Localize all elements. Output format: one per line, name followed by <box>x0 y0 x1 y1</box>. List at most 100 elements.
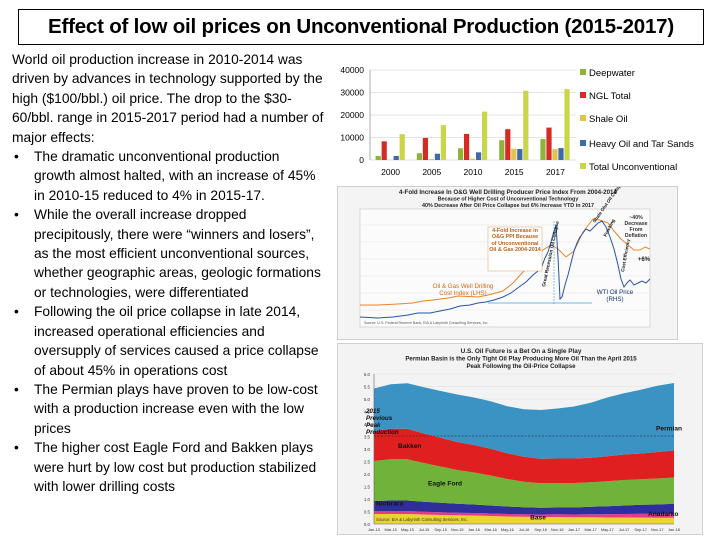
legend-swatch <box>580 163 586 169</box>
area-y-tick-label: 4.5 <box>364 410 371 415</box>
area-x-tick-label: Sep-16 <box>534 527 547 532</box>
line-chart-subtitle-2: 40% Decrease After Oil Price Collapse bu… <box>422 203 594 209</box>
bullet-item: • Following the oil price collapse in lat… <box>12 302 324 380</box>
area-y-tick-label: 0.0 <box>364 522 371 527</box>
bar-x-tick-label: 2005 <box>422 167 441 177</box>
line-chart-title: 4-Fold Increase In O&G Well Drilling Pro… <box>399 189 617 196</box>
area-layer-niobrara <box>374 500 674 515</box>
area-layer-base <box>374 514 674 524</box>
bar-ngl-total <box>381 141 387 160</box>
area-x-tick-label: Nov-16 <box>551 527 564 532</box>
bullet-text: The dramatic unconventional production g… <box>34 149 316 203</box>
bullet-dot: • <box>14 381 19 397</box>
bullet-dot: • <box>14 440 19 456</box>
area-y-tick-label: 3.5 <box>364 435 371 440</box>
bar-y-tick-label: 20000 <box>340 110 364 120</box>
legend-label: Shale Oil <box>589 114 628 125</box>
legend-swatch <box>580 115 586 121</box>
increase-callout-box <box>487 226 543 272</box>
bullet-text: The higher cost Eagle Ford and Bakken pl… <box>34 440 317 494</box>
bar-deepwater <box>499 140 505 160</box>
legend-item: Shale Oil <box>580 114 628 125</box>
line-chart-source: Source: U.S. Federal Reserve Bank, EIA &… <box>364 321 488 325</box>
area-chart-layers <box>374 383 674 524</box>
area-x-tick-label: Sep-17 <box>634 527 647 532</box>
legend-label: Deepwater <box>589 68 635 79</box>
bar-shale-oil <box>552 149 558 160</box>
bar-total-unconventional <box>440 125 446 160</box>
legend-item: Total Unconventional <box>580 162 677 173</box>
bar-y-tick-label: 40000 <box>340 65 364 75</box>
legend-label: Total Unconventional <box>589 162 678 173</box>
bar-x-tick-label: 2017 <box>546 167 565 177</box>
area-series-label: Niobrara <box>376 500 403 507</box>
bar-y-tick-label: 0 <box>359 155 364 165</box>
line-chart-subtitle-1: Because of Higher Cost of Unconventional… <box>438 197 579 203</box>
area-x-tick-label: Mar-15 <box>385 527 397 532</box>
bar-total-unconventional <box>482 111 488 160</box>
body-text: World oil production increase in 2010-20… <box>12 50 324 496</box>
area-chart-title: U.S. Oil Future is a Bet On a Single Pla… <box>461 348 582 355</box>
area-layer-permian <box>374 383 674 459</box>
area-chart-axes: 0.0 0.5 1.0 1.5 2.0 2.5 3.0 3.5 4.0 4.5 5.0 5.5 6.0 J… <box>364 372 680 532</box>
bullet-text: The Permian plays have proven to be low-… <box>34 381 318 436</box>
area-x-tick-label: May-17 <box>601 527 614 532</box>
bar-chart-plot: 0 10000 20000 30000 40000 2000 2005 2010 2015 201… <box>340 65 576 177</box>
slide-title: Effect of low oil prices on Unconvention… <box>18 9 704 45</box>
bullet-dot: • <box>14 304 19 320</box>
area-layer-anadarko <box>374 511 674 518</box>
bar-deepwater <box>375 155 381 160</box>
area-chart-source: Source: EIA & Labyrinth Consulting Servi… <box>376 517 468 522</box>
bar-total-unconventional <box>399 134 405 160</box>
area-y-tick-label: 5.5 <box>364 385 371 390</box>
drilling-cost-line-chart: 4-Fold Increase In O&G Well Drilling Pro… <box>337 179 678 340</box>
area-x-tick-label: Jul-15 <box>419 527 430 532</box>
cost-index-label: Oil & Gas Well Drilling Cost Index (LHS) <box>433 283 494 297</box>
area-chart-series-labels: Base Anadarko Niobrara Eagle Ford Bakken Perm… <box>376 425 682 521</box>
bullet-item: • The dramatic unconventional production … <box>12 147 324 205</box>
area-x-tick-label: Jan-17 <box>568 527 580 532</box>
drilling-cost-index-line <box>360 218 651 306</box>
increase-callout: 4-Fold Increase in O&G PPI Because of Un… <box>489 228 541 253</box>
bar-x-tick-label: 2015 <box>505 167 524 177</box>
area-x-tick-label: Jan-16 <box>468 527 480 532</box>
legend-item: Deepwater <box>580 68 635 79</box>
decrease-label: ~40% Decrease From Deflation <box>624 215 648 239</box>
area-y-tick-label: 2.5 <box>364 460 371 465</box>
bar-y-tick-label: 10000 <box>340 133 364 143</box>
area-series-label: Base <box>530 515 546 522</box>
bar-x-tick-label: 2000 <box>381 167 400 177</box>
area-y-tick-label: 5.0 <box>364 397 371 402</box>
area-series-label: Eagle Ford <box>428 480 462 487</box>
previous-peak-label: 2015 Previous Peak Production <box>366 408 399 436</box>
legend-label: NGL Total <box>589 91 631 102</box>
legend-item: NGL Total <box>580 91 631 102</box>
decrease-label-text: ~40% Decrease From Deflation <box>624 215 648 239</box>
bar-heavy-oil-and-tar-sands <box>558 148 564 160</box>
area-x-tick-label: Jan-18 <box>668 527 680 532</box>
bar-deepwater <box>458 148 464 160</box>
bar-heavy-oil-and-tar-sands <box>393 155 399 160</box>
bar-shale-oil <box>428 159 434 160</box>
area-x-tick-label: Mar-17 <box>585 527 597 532</box>
area-y-tick-label: 6.0 <box>364 372 371 377</box>
area-x-tick-label: Nov-17 <box>651 527 664 532</box>
bar-ngl-total <box>464 133 470 160</box>
production-bar-chart: 0 10000 20000 30000 40000 2000 2005 2010 2015 201… <box>328 60 708 185</box>
wti-price-label-text: WTI Oil Price (RHS) <box>596 289 634 303</box>
wti-price-label: WTI Oil Price (RHS) <box>596 289 634 303</box>
bar-deepwater <box>540 139 546 160</box>
legend-item: Heavy Oil and Tar Sands <box>580 139 694 150</box>
bar-total-unconventional <box>523 90 529 160</box>
wti-oil-price-line <box>359 220 651 319</box>
bullet-list: • The dramatic unconventional production … <box>12 147 324 496</box>
legend-swatch <box>580 140 586 146</box>
bar-x-tick-label: 2010 <box>464 167 483 177</box>
area-y-tick-label: 3.0 <box>364 447 371 452</box>
bar-ngl-total <box>505 129 511 160</box>
bullet-dot: • <box>14 149 19 165</box>
area-y-tick-label: 0.5 <box>364 510 371 515</box>
bar-heavy-oil-and-tar-sands <box>476 152 482 160</box>
area-series-label: Permian <box>656 425 682 432</box>
bullet-item: • While the overall increase dropped prec… <box>12 205 324 302</box>
